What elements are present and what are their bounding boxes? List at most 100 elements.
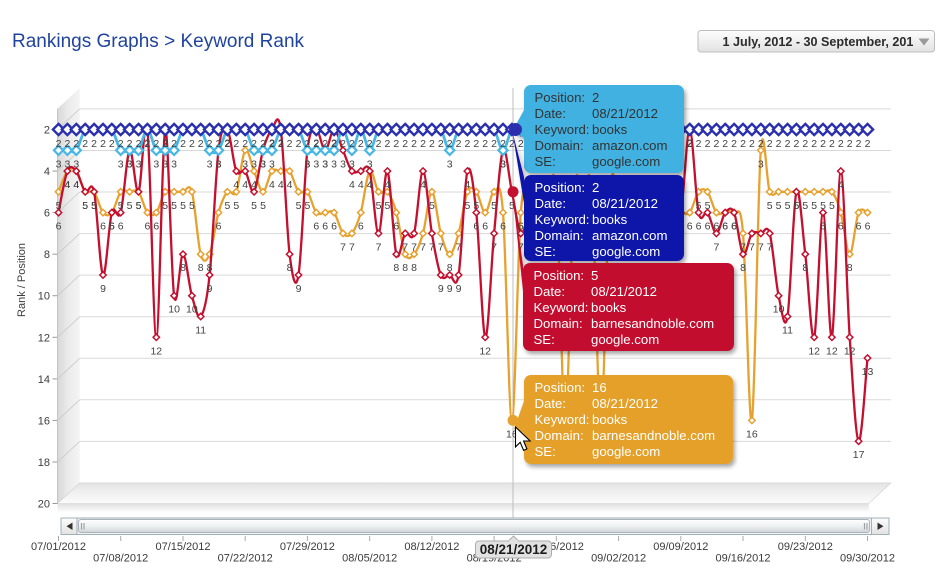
svg-text:2: 2 xyxy=(82,138,88,150)
svg-text:09/02/2012: 09/02/2012 xyxy=(591,553,646,565)
svg-text:4: 4 xyxy=(464,179,470,191)
svg-text:2: 2 xyxy=(278,138,284,150)
svg-text:7: 7 xyxy=(438,241,444,253)
svg-text:3: 3 xyxy=(304,158,310,170)
svg-text:6: 6 xyxy=(518,221,524,233)
svg-text:5: 5 xyxy=(829,200,835,212)
svg-text:8: 8 xyxy=(402,262,408,274)
svg-text:2: 2 xyxy=(224,138,230,150)
svg-text:SE:: SE: xyxy=(535,244,556,259)
svg-text:2: 2 xyxy=(349,138,355,150)
svg-text:4: 4 xyxy=(838,179,844,191)
svg-text:2: 2 xyxy=(162,138,168,150)
svg-text:3: 3 xyxy=(127,158,133,170)
svg-text:2: 2 xyxy=(127,138,133,150)
svg-text:5: 5 xyxy=(56,200,62,212)
svg-text:2: 2 xyxy=(278,138,284,150)
svg-text:2: 2 xyxy=(749,138,755,150)
svg-text:4: 4 xyxy=(358,179,364,191)
svg-text:11: 11 xyxy=(195,325,206,337)
svg-text:3: 3 xyxy=(73,158,79,170)
svg-text:2: 2 xyxy=(865,138,871,150)
svg-text:2: 2 xyxy=(144,138,150,150)
svg-text:2: 2 xyxy=(705,138,711,150)
svg-text:2: 2 xyxy=(696,138,702,150)
svg-text:3: 3 xyxy=(216,158,222,170)
svg-text:2: 2 xyxy=(776,138,782,150)
svg-text:Keyword:: Keyword: xyxy=(534,300,589,315)
svg-text:5: 5 xyxy=(384,200,390,212)
svg-text:2: 2 xyxy=(740,138,746,150)
svg-text:5: 5 xyxy=(224,200,230,212)
svg-text:6: 6 xyxy=(713,221,719,233)
svg-text:08/21/2012: 08/21/2012 xyxy=(591,284,657,299)
svg-text:9: 9 xyxy=(207,283,213,295)
svg-text:2: 2 xyxy=(758,138,764,150)
svg-text:3: 3 xyxy=(127,158,133,170)
svg-text:2: 2 xyxy=(429,138,435,150)
svg-text:2: 2 xyxy=(144,138,150,150)
svg-text:08/21/2012: 08/21/2012 xyxy=(592,196,658,211)
svg-text:5: 5 xyxy=(376,200,382,212)
svg-text:2: 2 xyxy=(331,138,337,150)
svg-text:4: 4 xyxy=(367,179,373,191)
svg-text:8: 8 xyxy=(393,262,399,274)
svg-text:2: 2 xyxy=(180,138,186,150)
svg-text:3: 3 xyxy=(322,158,328,170)
svg-text:7: 7 xyxy=(767,241,773,253)
svg-text:2: 2 xyxy=(402,138,408,150)
svg-text:3: 3 xyxy=(162,158,168,170)
svg-text:2: 2 xyxy=(224,138,230,150)
svg-text:3: 3 xyxy=(260,158,266,170)
svg-text:2: 2 xyxy=(592,180,599,195)
svg-text:Position:: Position: xyxy=(535,380,586,395)
svg-text:2: 2 xyxy=(287,138,293,150)
svg-text:2: 2 xyxy=(687,138,693,150)
svg-text:2: 2 xyxy=(304,138,310,150)
svg-text:9: 9 xyxy=(296,283,302,295)
svg-text:2: 2 xyxy=(482,138,488,150)
svg-text:4: 4 xyxy=(233,179,239,191)
svg-text:6: 6 xyxy=(731,221,737,233)
svg-text:2: 2 xyxy=(322,138,328,150)
svg-text:SE:: SE: xyxy=(534,332,555,347)
svg-text:4: 4 xyxy=(367,179,373,191)
svg-text:4: 4 xyxy=(349,179,355,191)
svg-text:2: 2 xyxy=(91,138,97,150)
svg-text:2: 2 xyxy=(713,138,719,150)
svg-text:2: 2 xyxy=(367,138,373,150)
svg-text:3: 3 xyxy=(260,158,266,170)
svg-text:books: books xyxy=(592,122,628,137)
svg-text:16: 16 xyxy=(38,415,50,427)
svg-text:Domain:: Domain: xyxy=(535,228,584,243)
svg-text:3: 3 xyxy=(313,158,319,170)
svg-text:6: 6 xyxy=(56,221,62,233)
svg-text:6: 6 xyxy=(473,221,479,233)
svg-text:google.com: google.com xyxy=(592,444,660,459)
svg-text:1 July, 2012 - 30 September, 2: 1 July, 2012 - 30 September, 201 xyxy=(723,35,914,49)
svg-text:08/05/2012: 08/05/2012 xyxy=(342,553,397,565)
svg-text:2: 2 xyxy=(100,138,106,150)
svg-text:7: 7 xyxy=(740,241,746,253)
svg-text:14: 14 xyxy=(38,374,50,386)
svg-text:5: 5 xyxy=(180,200,186,212)
svg-text:6: 6 xyxy=(331,221,337,233)
svg-text:10: 10 xyxy=(186,304,198,316)
svg-text:2: 2 xyxy=(518,138,524,150)
svg-text:5: 5 xyxy=(473,200,479,212)
svg-text:10: 10 xyxy=(773,304,785,316)
svg-text:Domain:: Domain: xyxy=(534,316,583,331)
svg-text:8: 8 xyxy=(447,262,453,274)
svg-text:7: 7 xyxy=(420,241,426,253)
svg-text:16: 16 xyxy=(506,428,518,440)
svg-text:3: 3 xyxy=(216,158,222,170)
svg-text:Position:: Position: xyxy=(535,180,586,195)
svg-text:Keyword:: Keyword: xyxy=(535,212,590,227)
svg-text:2: 2 xyxy=(313,138,319,150)
svg-text:2: 2 xyxy=(56,138,62,150)
svg-text:2: 2 xyxy=(420,138,426,150)
svg-text:12: 12 xyxy=(479,345,491,357)
svg-text:12: 12 xyxy=(150,345,162,357)
svg-text:5: 5 xyxy=(802,200,808,212)
svg-text:6: 6 xyxy=(109,221,115,233)
